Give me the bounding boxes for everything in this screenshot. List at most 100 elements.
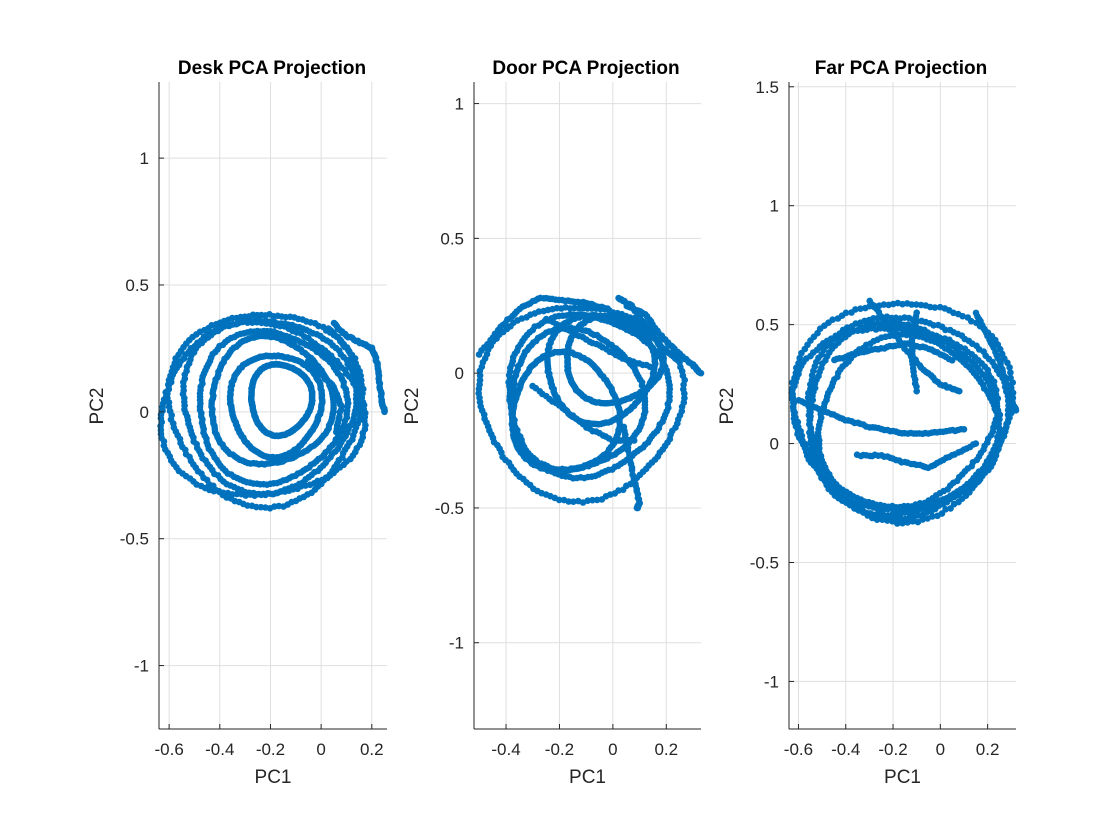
data-point <box>808 372 816 379</box>
y-axis-label: PC2 <box>717 388 738 425</box>
data-point <box>565 498 572 505</box>
y-tick-label: 0 <box>455 364 464 383</box>
data-point <box>832 334 840 342</box>
grid-lines <box>159 82 387 729</box>
subplot-3: -0.6 -0.4 -0.2 0 0.2 -1 -0.5 0 0.5 1 1.5 Far PCA Pr… <box>717 58 1020 788</box>
data-point <box>1007 369 1014 376</box>
x-tick-label: -0.4 <box>831 740 860 759</box>
data-point <box>476 372 484 379</box>
data-point <box>834 315 842 322</box>
scatter-points <box>788 297 1020 527</box>
y-tick-label: 1 <box>770 197 779 216</box>
data-point <box>854 327 862 335</box>
data-point <box>928 331 936 338</box>
data-point <box>545 328 553 335</box>
data-point <box>333 428 340 436</box>
data-point <box>1004 411 1012 419</box>
data-point <box>630 437 638 444</box>
data-point <box>946 326 954 334</box>
data-point <box>1012 407 1020 414</box>
y-tick-label: -0.5 <box>750 553 779 572</box>
data-point <box>862 304 869 312</box>
data-point <box>919 516 926 523</box>
y-tick-label: 1.5 <box>755 78 779 97</box>
data-point <box>649 364 657 372</box>
data-point <box>381 408 388 416</box>
data-point <box>885 301 892 309</box>
data-point <box>894 520 901 527</box>
x-tick-label: -0.2 <box>256 740 285 759</box>
data-point <box>593 496 601 504</box>
data-point <box>884 505 892 513</box>
data-point <box>964 314 972 321</box>
x-tick-label: -0.6 <box>784 740 813 759</box>
y-axis-label: PC2 <box>87 388 108 425</box>
data-point <box>936 303 944 311</box>
y-tick-label: -1 <box>764 672 779 691</box>
data-point <box>956 387 963 395</box>
data-point <box>589 496 596 504</box>
chart-title: Far PCA Projection <box>815 58 987 79</box>
data-point <box>938 510 946 517</box>
subplot-2: -0.4 -0.2 0 0.2 -1 -0.5 0 0.5 1 Door PCA Projecti… <box>402 58 705 788</box>
data-point <box>990 378 998 386</box>
data-point <box>680 381 687 389</box>
data-point <box>518 378 525 386</box>
data-point <box>929 513 936 520</box>
data-point <box>633 504 641 512</box>
data-point <box>942 506 949 513</box>
chart-title: Desk PCA Projection <box>178 58 366 79</box>
data-point <box>889 505 896 513</box>
data-point <box>358 403 366 411</box>
y-tick-label: 1 <box>140 149 149 168</box>
x-tick-label: 0 <box>936 740 945 759</box>
y-tick-label: 0 <box>140 403 149 422</box>
y-tick-label: -0.5 <box>120 530 149 549</box>
x-tick-label: -0.2 <box>878 740 907 759</box>
x-axis-label: PC1 <box>255 767 292 788</box>
data-point <box>294 367 301 375</box>
data-point <box>857 305 864 313</box>
y-tick-label: -0.5 <box>435 499 464 518</box>
y-tick-label: -1 <box>449 634 464 653</box>
data-point <box>318 387 325 395</box>
data-point <box>898 504 906 512</box>
data-point <box>225 322 233 330</box>
data-point <box>620 324 628 332</box>
data-point <box>340 353 347 361</box>
data-point <box>210 487 218 495</box>
subplot-1: -0.6 -0.4 -0.2 0 0.2 -1 -0.5 0 0.5 1 Desk PCA Proj… <box>87 58 388 788</box>
data-point <box>570 498 577 506</box>
data-point <box>972 440 980 447</box>
data-point <box>1007 374 1014 382</box>
x-tick-label: -0.4 <box>491 740 520 759</box>
x-tick-label: -0.6 <box>154 740 183 759</box>
data-point <box>941 335 949 342</box>
x-tick-label: 0 <box>316 740 325 759</box>
data-point <box>948 357 956 364</box>
data-point <box>288 335 296 342</box>
data-point <box>916 500 924 507</box>
data-point <box>237 339 244 346</box>
data-point <box>960 426 968 433</box>
data-point <box>219 489 227 497</box>
y-tick-label: 0.5 <box>125 276 149 295</box>
data-point <box>828 383 836 390</box>
data-point <box>673 356 681 364</box>
y-tick-label: 0.5 <box>755 316 779 335</box>
grid-lines <box>789 82 1016 729</box>
y-tick-label: 1 <box>455 95 464 114</box>
data-point <box>476 367 484 375</box>
scatter-points <box>475 294 705 512</box>
x-tick-label: 0.2 <box>654 740 678 759</box>
x-axis-label: PC1 <box>884 767 921 788</box>
data-point <box>913 387 920 395</box>
chart-title: Door PCA Projection <box>492 58 679 79</box>
x-tick-label: 0.2 <box>360 740 384 759</box>
data-point <box>848 309 855 316</box>
data-point <box>859 327 866 334</box>
data-point <box>244 319 251 327</box>
data-point <box>697 369 705 377</box>
x-tick-label: 0 <box>608 740 617 759</box>
